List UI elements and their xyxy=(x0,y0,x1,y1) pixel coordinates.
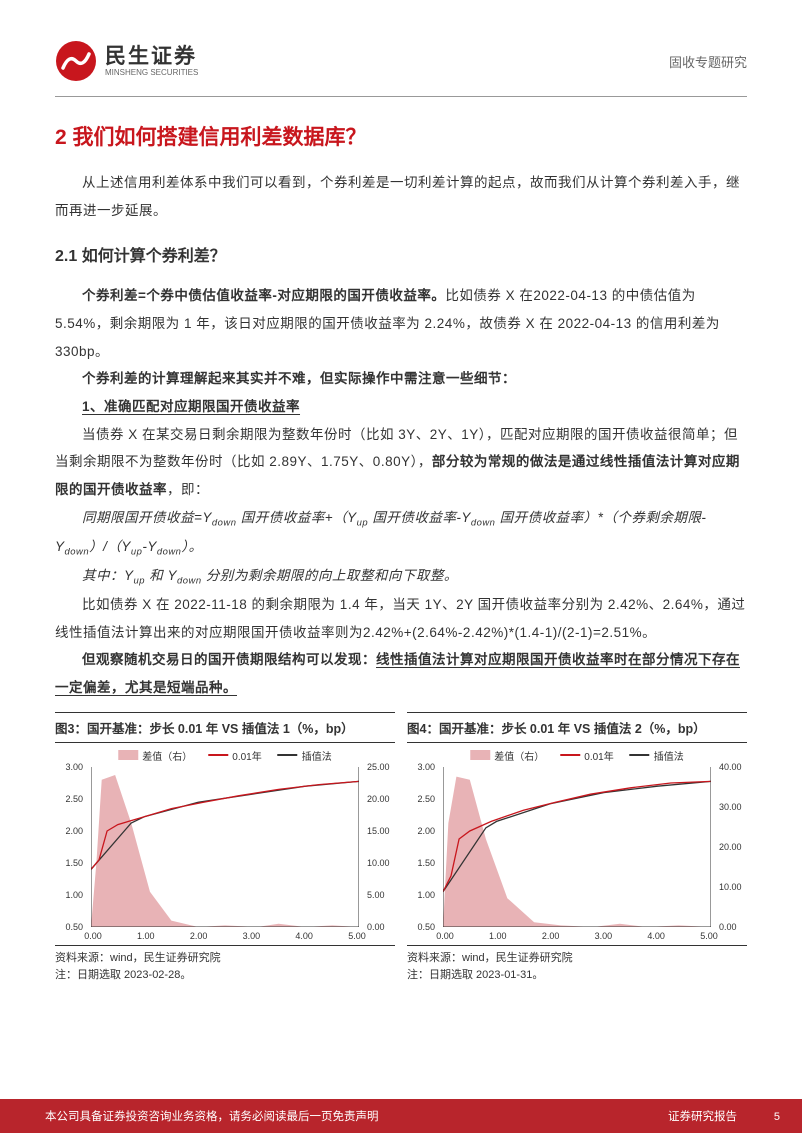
chart-legend: 差值（右） 0.01年 插值法 xyxy=(470,748,683,763)
formula-2: 其中：Yup 和 Ydown 分别为剩余期限的向上取整和向下取整。 xyxy=(55,562,747,591)
subsection-heading: 2.1 如何计算个券利差？ xyxy=(55,242,747,266)
paragraph-6: 但观察随机交易日的国开债期限结构可以发现：线性插值法计算对应期限国开债收益率时在… xyxy=(55,646,747,701)
paragraph-1: 个券利差=个券中债估值收益率-对应期限的国开债收益率。比如债券 X 在2022-… xyxy=(55,282,747,365)
logo: 民生证券 MINSHENG SECURITIES xyxy=(55,40,198,82)
legend-area-icon xyxy=(118,750,138,760)
charts-row: 图3：国开基准：步长 0.01 年 VS 插值法 1（%，bp） 差值（右） 0… xyxy=(55,712,747,985)
y-axis-left: 0.501.001.502.002.503.00 xyxy=(407,767,437,927)
chart-left-plot: 差值（右） 0.01年 插值法 0.501.001.502.002.503.00… xyxy=(55,743,395,945)
page-header: 民生证券 MINSHENG SECURITIES 固收专题研究 xyxy=(55,40,747,97)
chart-right: 图4：国开基准：步长 0.01 年 VS 插值法 2（%，bp） 差值（右） 0… xyxy=(407,712,747,985)
chart-left-title: 图3：国开基准：步长 0.01 年 VS 插值法 1（%，bp） xyxy=(55,712,395,743)
y-axis-right: 0.0010.0020.0030.0040.00 xyxy=(717,767,747,927)
logo-icon xyxy=(55,40,97,82)
x-axis: 0.001.002.003.004.005.00 xyxy=(445,931,709,945)
legend-red-icon xyxy=(208,754,228,756)
chart-right-plot: 差值（右） 0.01年 插值法 0.501.001.502.002.503.00… xyxy=(407,743,747,945)
chart-left: 图3：国开基准：步长 0.01 年 VS 插值法 1（%，bp） 差值（右） 0… xyxy=(55,712,395,985)
chart-left-svg xyxy=(91,767,359,927)
logo-text-en: MINSHENG SECURITIES xyxy=(105,68,198,77)
content-body: 2 我们如何搭建信用利差数据库？ 从上述信用利差体系中我们可以看到，个券利差是一… xyxy=(55,97,747,985)
legend-red-icon xyxy=(560,754,580,756)
page-footer: 本公司具备证券投资咨询业务资格，请务必阅读最后一页免责声明 证券研究报告 5 xyxy=(0,1099,802,1133)
chart-right-source: 资料来源：wind，民生证券研究院 注：日期选取 2023-01-31。 xyxy=(407,945,747,985)
logo-text-cn: 民生证券 xyxy=(105,45,198,68)
legend-area-icon xyxy=(470,750,490,760)
chart-legend: 差值（右） 0.01年 插值法 xyxy=(118,748,331,763)
y-axis-right: 0.005.0010.0015.0020.0025.00 xyxy=(365,767,395,927)
legend-black-icon xyxy=(630,754,650,756)
chart-left-source: 资料来源：wind，民生证券研究院 注：日期选取 2023-02-28。 xyxy=(55,945,395,985)
chart-right-title: 图4：国开基准：步长 0.01 年 VS 插值法 2（%，bp） xyxy=(407,712,747,743)
paragraph-2: 个券利差的计算理解起来其实并不难，但实际操作中需注意一些细节： xyxy=(55,365,747,393)
paragraph-3: 1、准确匹配对应期限国开债收益率 xyxy=(55,393,747,421)
page-number: 5 xyxy=(774,1111,780,1123)
y-axis-left: 0.501.001.502.002.503.00 xyxy=(55,767,85,927)
x-axis: 0.001.002.003.004.005.00 xyxy=(93,931,357,945)
header-category: 固收专题研究 xyxy=(669,52,747,71)
chart-right-svg xyxy=(443,767,711,927)
legend-black-icon xyxy=(278,754,298,756)
section-heading: 2 我们如何搭建信用利差数据库？ xyxy=(55,121,747,151)
formula-1: 同期限国开债收益=Ydown 国开债收益率+（Yup 国开债收益率-Ydown … xyxy=(55,504,747,562)
intro-paragraph: 从上述信用利差体系中我们可以看到，个券利差是一切利差计算的起点，故而我们从计算个… xyxy=(55,169,747,224)
paragraph-5: 比如债券 X 在 2022-11-18 的剩余期限为 1.4 年，当天 1Y、2… xyxy=(55,591,747,646)
footer-disclaimer: 本公司具备证券投资咨询业务资格，请务必阅读最后一页免责声明 xyxy=(45,1108,379,1124)
footer-report-type: 证券研究报告 xyxy=(668,1108,737,1124)
paragraph-4: 当债券 X 在某交易日剩余期限为整数年份时（比如 3Y、2Y、1Y），匹配对应期… xyxy=(55,421,747,504)
